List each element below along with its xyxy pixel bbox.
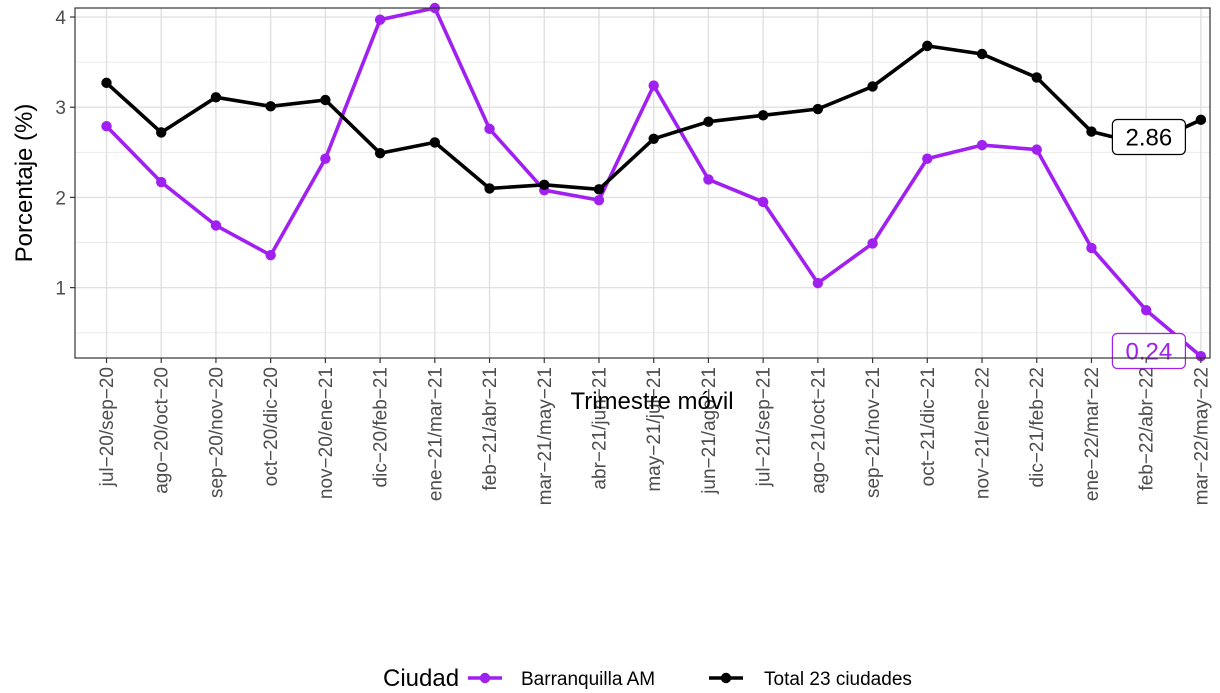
data-point (593, 184, 605, 195)
legend-key-point (720, 672, 732, 684)
x-tick-label: ago−21/oct−21 (808, 367, 829, 494)
x-tick-label: dic−21/feb−22 (1027, 367, 1048, 487)
data-point (101, 120, 112, 132)
x-tick-label: nov−20/ene−21 (316, 367, 337, 499)
data-point (374, 14, 386, 25)
legend-item-total: Total 23 ciudades (709, 669, 912, 690)
x-tick-label: jun−21/ago−21 (699, 367, 720, 495)
data-point (757, 110, 769, 121)
data-point (757, 196, 769, 208)
x-tick-label: sep−20/nov−20 (206, 367, 227, 498)
x-tick-label: oct−21/dic−21 (918, 367, 939, 486)
data-point (1086, 242, 1097, 254)
x-tick-label: ene−22/mar−22 (1082, 367, 1103, 501)
x-tick-label: oct−20/dic−20 (261, 367, 282, 486)
x-tick-label: ago−20/oct−20 (152, 367, 173, 494)
data-point (210, 92, 222, 103)
series-lines (101, 2, 1207, 362)
data-point (867, 81, 878, 92)
data-point (1031, 144, 1042, 155)
data-point (976, 139, 988, 151)
x-tick-label: ene−21/mar−21 (425, 367, 446, 501)
label-box (1111, 118, 1187, 156)
y-axis: 1 2 3 4 (55, 8, 75, 300)
x-tick-label: feb−22/abr−22 (1137, 367, 1158, 491)
x-tick-label: may−21/jul−21 (644, 367, 665, 492)
data-point (703, 174, 714, 185)
data-point (593, 194, 605, 206)
plot-panel-border (74, 7, 1211, 359)
legend-label: Barranquilla AM (521, 669, 655, 690)
legend-title: Ciudad (383, 665, 459, 692)
end-label-barranquilla: 0.24 (1111, 332, 1187, 370)
x-tick-label: abr−21/jun−21 (589, 367, 610, 490)
data-point (1140, 304, 1152, 316)
x-tick-label: sep−21/nov−21 (863, 367, 884, 498)
data-point (1031, 72, 1042, 83)
data-point (484, 183, 495, 194)
x-tick-label: jul−21/sep−21 (754, 367, 775, 487)
label-text: 2.86 (1126, 125, 1173, 152)
data-point (539, 179, 550, 191)
data-point (1086, 126, 1097, 137)
series-total (101, 40, 1207, 195)
legend: Ciudad Barranquilla AM Total 23 ciudades (383, 665, 912, 692)
x-tick-label: mar−22/may−22 (1191, 367, 1212, 505)
grid (75, 8, 1210, 358)
label-box (1111, 332, 1187, 370)
data-point (210, 220, 222, 231)
y-axis-title: Porcentaje (%) (11, 104, 38, 263)
end-label-total: 2.86 (1111, 118, 1187, 156)
data-point (812, 103, 824, 115)
x-axis-title: Trimestre móvil (570, 388, 733, 415)
data-point (265, 101, 276, 112)
x-tick-label: feb−21/abr−21 (480, 367, 501, 491)
x-axis: jul−20/sep−20 ago−20/oct−20 sep−20/nov−20 o… (97, 358, 1212, 505)
data-point (648, 80, 659, 91)
x-tick-label: dic−20/feb−21 (371, 367, 392, 487)
data-point (1195, 350, 1207, 362)
data-point (265, 249, 276, 261)
y-tick-label: 3 (55, 98, 66, 119)
data-point (648, 133, 659, 144)
label-text: 0.24 (1126, 339, 1173, 366)
y-tick-label: 1 (55, 279, 66, 300)
data-point (867, 238, 878, 249)
data-point (1195, 114, 1207, 126)
data-point (703, 116, 714, 127)
x-tick-label: mar−21/may−21 (535, 367, 556, 505)
y-tick-label: 4 (55, 8, 66, 29)
data-point (922, 40, 933, 52)
data-point (922, 153, 933, 164)
data-point (374, 148, 386, 159)
data-point (156, 176, 167, 188)
end-labels: 0.24 2.86 (1111, 118, 1187, 370)
series-barranquilla (101, 2, 1207, 362)
data-point (429, 137, 441, 148)
data-point (320, 94, 331, 106)
legend-label: Total 23 ciudades (764, 669, 912, 690)
data-point (320, 153, 331, 164)
y-tick-label: 2 (55, 188, 66, 209)
x-tick-label: nov−21/ene−22 (973, 367, 994, 499)
data-point (976, 48, 988, 60)
data-point (156, 127, 167, 138)
legend-item-barranquilla: Barranquilla AM (468, 669, 655, 690)
data-point (101, 77, 112, 89)
legend-key-point (479, 672, 491, 684)
data-point (484, 123, 495, 135)
x-tick-label: jul−20/sep−20 (97, 367, 118, 487)
data-point (812, 277, 824, 289)
